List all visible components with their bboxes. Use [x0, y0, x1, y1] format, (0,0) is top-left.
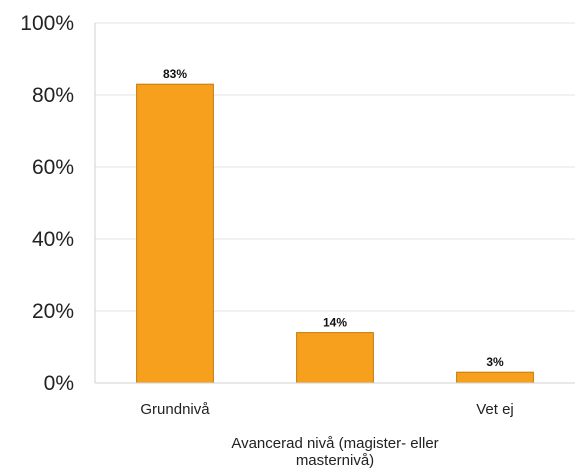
bar — [456, 371, 534, 384]
data-label: 3% — [486, 355, 504, 369]
y-tick-label: 60% — [32, 156, 74, 179]
x-axis: Grundnivå Avancerad nivå (magister- eller… — [95, 382, 575, 469]
x-tick-label: Avancerad nivå (magister- eller masterniv… — [231, 435, 438, 469]
data-label: 14% — [323, 316, 347, 330]
y-axis: 0% 20% 40% 60% 80% 100% — [20, 12, 96, 395]
bar — [296, 332, 374, 384]
y-tick-label: 0% — [44, 372, 74, 395]
y-tick-label: 100% — [20, 12, 74, 35]
y-tick-label: 40% — [32, 228, 74, 251]
x-tick-label: Grundnivå — [140, 401, 210, 418]
data-label: 83% — [163, 67, 187, 81]
y-tick-label: 80% — [32, 84, 74, 107]
bar — [136, 83, 214, 384]
y-tick-label: 20% — [32, 300, 74, 323]
bars: 83% 14% 3% — [136, 67, 534, 384]
x-tick-label: Vet ej — [476, 401, 514, 418]
